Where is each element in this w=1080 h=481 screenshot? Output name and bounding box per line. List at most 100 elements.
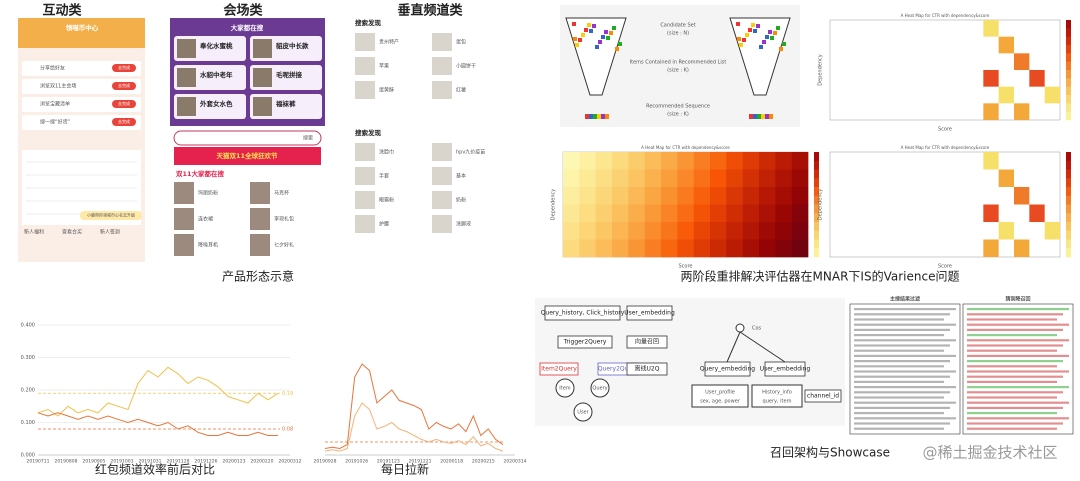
text-line: [967, 318, 1057, 321]
heat-cell: [1044, 86, 1060, 104]
text-line: [854, 406, 950, 409]
text-line: [854, 344, 950, 347]
colorbar-cell: [814, 152, 819, 162]
colorbar-cell: [1066, 195, 1071, 205]
text-line: [967, 396, 1057, 399]
text-line: [967, 339, 1069, 342]
heat-cell: [693, 187, 711, 205]
item-label: 护腰: [379, 221, 389, 228]
text-line: [967, 354, 1069, 357]
item-label: 奶粉: [456, 197, 466, 204]
text-line: [967, 328, 1063, 331]
item-label: 蛋黄酥: [379, 87, 394, 94]
item-image: [355, 57, 375, 75]
sequence-dot: [761, 114, 765, 119]
item-dot: [753, 29, 757, 33]
diagram-label: Cos: [752, 326, 762, 332]
heat-cell: [791, 222, 809, 240]
task-button-label: 去完成: [118, 100, 130, 106]
colorbar-cell: [814, 160, 819, 170]
task-button: [112, 82, 136, 90]
heat-cell: [998, 169, 1014, 187]
x-tick-label: 20191026: [345, 459, 368, 465]
text-line: [967, 406, 1063, 409]
heat-cell: [563, 239, 580, 258]
node: [573, 402, 593, 422]
panel-title: 猜到降召回: [1004, 296, 1030, 303]
item-dot: [587, 23, 591, 27]
task-label: 浏览宝藏清单: [40, 101, 70, 108]
caption: 两阶段重排解决评估器在MNAR下IS的Varience问题: [681, 269, 960, 284]
heat-cell: [775, 152, 792, 170]
heat-cell: [579, 187, 596, 205]
colorbar-cell: [1066, 230, 1071, 240]
heat-cell: [677, 204, 694, 223]
task-row: [22, 79, 141, 94]
item-label: 洗脸巾: [379, 149, 394, 156]
item-label: 苹果: [379, 63, 389, 70]
section-title: 垂直频道类: [397, 3, 463, 19]
colorbar-cell: [814, 178, 819, 188]
list-image: [250, 182, 270, 204]
heat-cell: [563, 187, 580, 205]
y-tick-label: 0.300: [21, 355, 35, 361]
tile-label: 毛呢拼接: [276, 70, 303, 79]
item-dot: [773, 31, 777, 35]
colorbar-cell: [814, 187, 819, 197]
panel: [849, 303, 961, 435]
heat-cell: [742, 239, 760, 258]
sequence-dot: [605, 114, 609, 119]
section-title: 互动类: [42, 3, 82, 19]
item-label: 基本: [456, 173, 466, 180]
text-line: [854, 380, 944, 383]
item-label: 红薯: [456, 87, 466, 94]
heat-cell: [563, 222, 580, 240]
x-tick-label: 20191128: [167, 459, 190, 465]
heat-cell: [742, 152, 760, 170]
heat-cell: [726, 152, 743, 170]
heat-cell: [710, 187, 727, 205]
heat-cell: [644, 222, 662, 240]
item-image: [355, 167, 375, 185]
heat-cell: [595, 204, 613, 223]
heat-cell: [644, 204, 662, 223]
task-row: [22, 97, 141, 112]
heat-cell: [726, 239, 743, 258]
task-row: [22, 115, 141, 130]
y-tick-label: 0.000: [21, 453, 35, 459]
text-line: [967, 308, 1069, 311]
text-line: [967, 386, 1069, 389]
colorbar-cell: [814, 248, 819, 258]
tile-image: [253, 39, 272, 58]
colorbar-cell: [1066, 239, 1071, 249]
heatmap-title: A Heat Map for CTR with dependency&score: [901, 145, 990, 150]
axis-title: Dependency: [818, 189, 824, 221]
heat-cell: [791, 169, 809, 188]
series-line: [324, 363, 504, 450]
heat-cell: [628, 152, 645, 170]
x-tick-label: 20191221: [409, 459, 432, 465]
text-line: [854, 323, 956, 326]
tile-image: [177, 39, 196, 58]
x-tick-label: 20191226: [195, 459, 218, 465]
heat-cell: [775, 187, 792, 205]
item-dot: [572, 22, 576, 26]
edge: [726, 331, 741, 363]
heat-cell: [759, 222, 776, 240]
heat-cell: [983, 152, 999, 170]
promo: [174, 147, 321, 165]
axis-title: Dependency: [551, 189, 557, 221]
diagram-box: [544, 305, 621, 321]
text-line: [967, 422, 1063, 425]
item-label: 贵州特产: [379, 39, 399, 46]
diagram-label: Candidate Set: [660, 23, 695, 29]
heat-cell: [579, 169, 596, 188]
heat-cell: [726, 222, 743, 240]
heat-cell: [612, 169, 629, 188]
item-dot: [768, 30, 772, 34]
diagram-label: Query_history, Click_history: [541, 310, 625, 317]
reference-label: 0.19: [282, 391, 293, 397]
axis-title: Score: [678, 264, 692, 270]
item-dot: [759, 45, 763, 49]
colorbar-cell: [1066, 222, 1071, 232]
